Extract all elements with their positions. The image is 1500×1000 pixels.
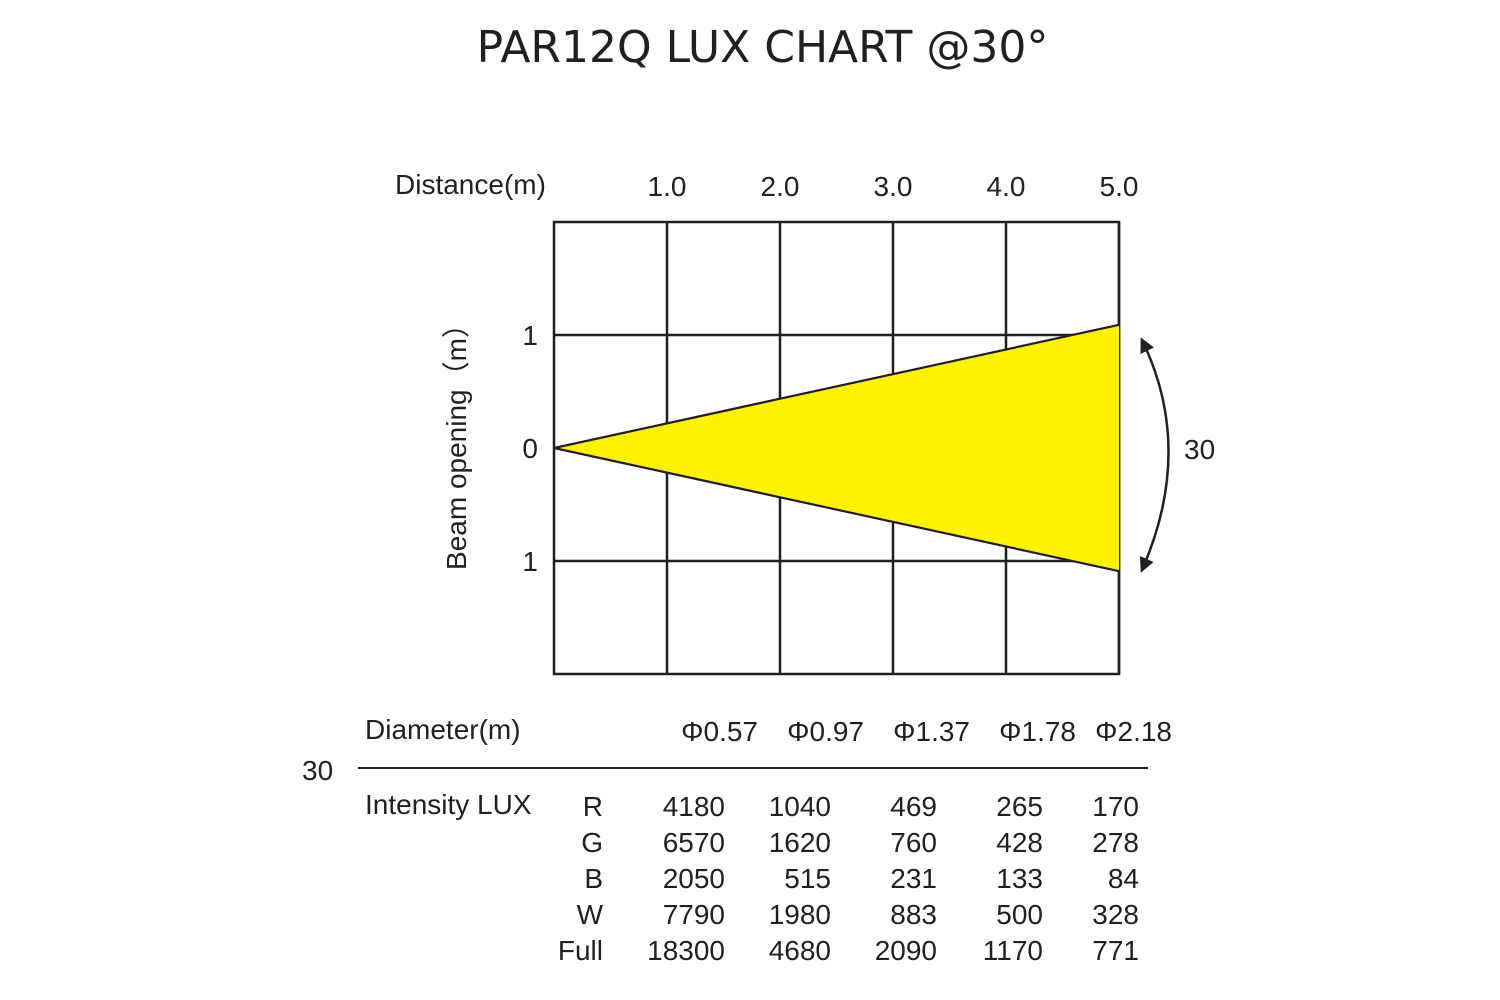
chart-title: PAR12Q LUX CHART @30° [476,22,1049,73]
y-tick-label: 0 [522,433,538,464]
x-tick-label: 2.0 [761,171,800,202]
y-tick-label: 1 [522,546,538,577]
y-axis-label: Beam opening（m） [441,310,472,570]
x-tick-label: 4.0 [987,171,1026,202]
beam-shape [553,323,1120,573]
lux-table: Diameter(m) Φ0.57 Φ0.97 Φ1.37 Φ1.78 Φ2.18 30 In… [302,714,1172,966]
lux-value: 883 [890,899,937,930]
x-tick-label: 1.0 [648,171,687,202]
diameter-value: Φ2.18 [1095,716,1172,747]
beam-edge-lower [553,446,1120,573]
lux-value: 469 [890,791,937,822]
y-tick-label: 1 [522,320,538,351]
beam-fill [554,324,1119,572]
lux-value: 170 [1092,791,1139,822]
lux-value: 6570 [663,827,725,858]
x-tick-label: 3.0 [874,171,913,202]
lux-value: 278 [1092,827,1139,858]
lux-value: 4180 [663,791,725,822]
angle-arc [1139,337,1170,573]
row-label: B [584,863,603,894]
row-label: Full [558,935,603,966]
lux-value: 18300 [647,935,725,966]
lux-value: 428 [996,827,1043,858]
beam-angle-label: 30 [1184,434,1215,465]
lux-value: 1620 [769,827,831,858]
beam-edge-upper [553,323,1120,450]
row-label: G [581,827,603,858]
lux-value: 2050 [663,863,725,894]
table-angle-label: 30 [302,755,333,786]
intensity-label: Intensity LUX [365,789,532,820]
axis-labels: Distance(m) 1.0 2.0 3.0 4.0 5.0 1 0 1 Beam openin… [395,169,1138,577]
lux-value: 1980 [769,899,831,930]
diameter-value: Φ0.57 [681,716,758,747]
lux-value: 328 [1092,899,1139,930]
lux-value: 515 [784,863,831,894]
row-label: W [577,899,604,930]
lux-value: 771 [1092,935,1139,966]
diameter-value: Φ0.97 [787,716,864,747]
lux-value: 265 [996,791,1043,822]
lux-value: 7790 [663,899,725,930]
lux-value: 2090 [875,935,937,966]
lux-value: 133 [996,863,1043,894]
lux-value: 500 [996,899,1043,930]
lux-value: 4680 [769,935,831,966]
x-axis-label: Distance(m) [395,169,546,200]
lux-value: 1040 [769,791,831,822]
diameter-value: Φ1.37 [893,716,970,747]
row-label: R [583,791,603,822]
lux-value: 1170 [983,935,1043,966]
lux-value: 760 [890,827,937,858]
x-tick-label: 5.0 [1100,171,1139,202]
diameter-value: Φ1.78 [999,716,1076,747]
lux-value: 84 [1108,863,1139,894]
diameter-label: Diameter(m) [365,714,521,745]
lux-value: 231 [890,863,937,894]
beam-angle-arrow: 30 [1139,337,1215,573]
